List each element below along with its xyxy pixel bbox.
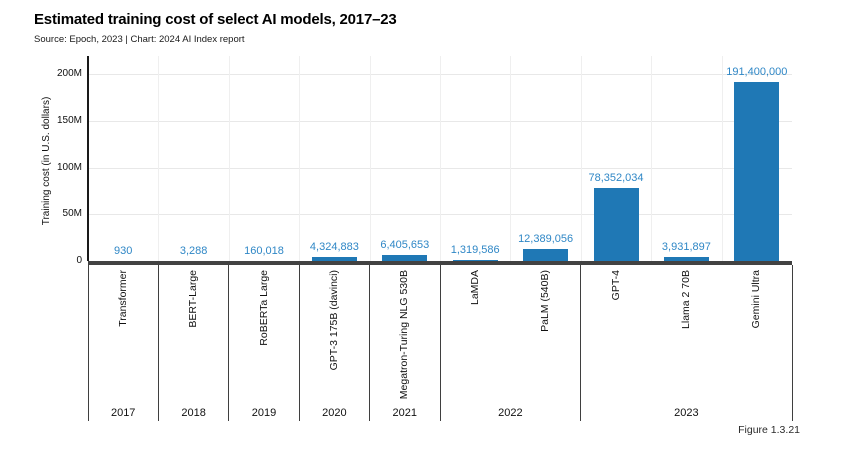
model-label: PaLM (540B): [539, 270, 552, 332]
year-label: 2023: [674, 407, 699, 419]
year-group-divider: [157, 265, 159, 421]
bar: [663, 257, 709, 261]
year-group-divider: [791, 265, 793, 421]
year-group-divider: [439, 265, 441, 421]
bar: [452, 259, 498, 261]
v-gridline: [651, 56, 653, 261]
year-group-divider: [580, 265, 582, 421]
year-label: 2017: [110, 407, 136, 419]
y-tick-label: 50M: [62, 208, 82, 220]
v-gridline: [510, 56, 512, 261]
model-label: LaMDA: [468, 270, 481, 306]
y-tick-label: 150M: [56, 114, 82, 126]
bar-value-label: 160,018: [244, 244, 284, 257]
bar-value-label: 930: [114, 244, 133, 257]
year-group-divider: [87, 265, 89, 421]
year-group-divider: [298, 265, 300, 421]
model-label: Gemini Ultra: [750, 270, 763, 329]
v-gridline: [228, 56, 230, 261]
year-group-divider: [369, 265, 371, 421]
bar-value-label: 3,931,897: [661, 241, 711, 254]
year-group-divider: [228, 265, 230, 421]
bar-value-label: 12,389,056: [518, 233, 574, 246]
v-gridline: [580, 56, 582, 261]
bar: [523, 249, 569, 261]
bar: [593, 187, 639, 261]
model-label: GPT-4: [609, 270, 622, 301]
chart-title: Estimated training cost of select AI mod…: [34, 11, 397, 28]
model-label: Transformer: [116, 270, 129, 327]
bar-value-label: 4,324,883: [309, 240, 359, 253]
v-gridline: [299, 56, 301, 261]
v-gridline: [369, 56, 371, 261]
year-label: 2021: [392, 407, 418, 419]
v-gridline: [440, 56, 441, 261]
model-label: BERT-Large: [187, 270, 200, 328]
bar-value-label: 191,400,000: [726, 66, 788, 79]
year-label: 2020: [322, 407, 347, 419]
model-label: Llama 2 70B: [679, 270, 692, 329]
model-label: Megatron-Turing NLG 530B: [398, 270, 411, 400]
v-gridline: [721, 56, 723, 261]
year-label: 2019: [251, 407, 277, 419]
bar: [734, 82, 780, 261]
model-label: GPT-3 175B (davinci): [327, 270, 340, 371]
bar: [311, 256, 357, 261]
year-label: 2018: [181, 407, 206, 419]
v-gridline: [158, 56, 160, 261]
model-label: RoBERTa Large: [257, 270, 270, 346]
chart-source: Source: Epoch, 2023 | Chart: 2024 AI Ind…: [34, 34, 245, 45]
bar: [382, 255, 428, 261]
year-label: 2022: [498, 407, 523, 419]
y-tick-label: 200M: [56, 68, 82, 79]
figure-caption: Figure 1.3.21: [738, 424, 800, 436]
bar-value-label: 6,405,653: [380, 239, 430, 251]
y-axis-line: [87, 56, 89, 261]
bar-value-label: 1,319,586: [450, 243, 500, 256]
y-tick-label: 0: [76, 255, 82, 266]
bar-value-label: 3,288: [179, 244, 208, 257]
x-axis-line: [88, 261, 792, 265]
y-tick-label: 100M: [56, 161, 82, 173]
bar-value-label: 78,352,034: [588, 171, 644, 184]
